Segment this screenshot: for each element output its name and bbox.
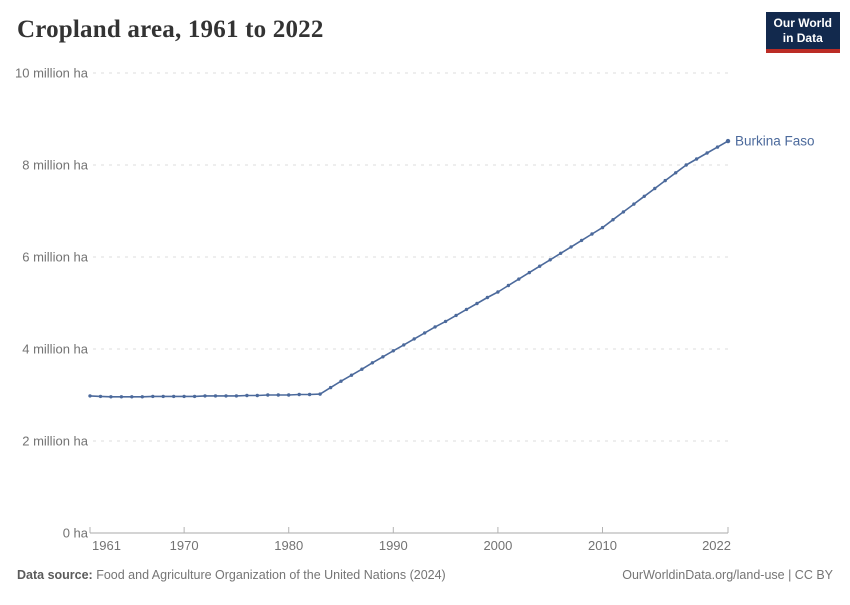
data-point[interactable]	[579, 238, 584, 243]
data-point[interactable]	[98, 394, 103, 399]
data-point[interactable]	[381, 355, 385, 359]
data-point[interactable]	[475, 301, 479, 306]
data-point[interactable]	[485, 295, 490, 300]
data-point[interactable]	[517, 277, 521, 281]
data-point[interactable]	[725, 138, 731, 144]
data-point[interactable]	[423, 331, 427, 335]
x-tick-label: 1990	[379, 538, 408, 553]
data-point[interactable]	[224, 394, 228, 398]
series-line[interactable]	[89, 140, 729, 398]
data-point[interactable]	[88, 394, 92, 398]
data-point[interactable]	[621, 210, 626, 214]
y-tick-label: 6 million ha	[22, 250, 89, 265]
data-point[interactable]	[538, 264, 542, 268]
data-point[interactable]	[715, 145, 720, 149]
data-point[interactable]	[506, 283, 511, 288]
data-point[interactable]	[213, 394, 218, 398]
y-tick-label: 2 million ha	[22, 434, 89, 449]
chart-footer: Data source: Food and Agriculture Organi…	[17, 568, 833, 582]
chart-header: Cropland area, 1961 to 2022 Our World in…	[0, 0, 850, 60]
data-point[interactable]	[109, 395, 113, 399]
data-point[interactable]	[559, 251, 563, 255]
data-point[interactable]	[412, 337, 416, 341]
data-point[interactable]	[339, 379, 343, 383]
data-point[interactable]	[182, 394, 186, 399]
data-point[interactable]	[402, 343, 406, 347]
data-point[interactable]	[705, 151, 709, 155]
entity-label[interactable]: Burkina Faso	[735, 134, 815, 149]
data-point[interactable]	[328, 385, 333, 390]
data-point[interactable]	[255, 393, 259, 398]
data-point[interactable]	[130, 395, 134, 399]
data-point[interactable]	[611, 218, 615, 222]
data-point[interactable]	[391, 349, 395, 353]
data-point[interactable]	[172, 394, 176, 399]
data-point[interactable]	[192, 394, 197, 399]
data-point[interactable]	[600, 225, 605, 230]
data-point[interactable]	[684, 163, 688, 167]
x-tick-label: 2010	[588, 538, 617, 553]
data-point[interactable]	[548, 258, 552, 262]
data-source-note: Data source: Food and Agriculture Organi…	[17, 568, 446, 582]
owid-logo-line2: in Data	[782, 30, 823, 45]
y-tick-label: 10 million ha	[15, 66, 89, 81]
data-point[interactable]	[161, 394, 165, 399]
data-point[interactable]	[119, 395, 124, 399]
data-point[interactable]	[443, 319, 448, 324]
y-tick-label: 4 million ha	[22, 342, 89, 357]
data-point[interactable]	[527, 270, 531, 275]
x-tick-label: 1980	[274, 538, 303, 553]
x-tick-label: 2022	[702, 538, 731, 553]
data-point[interactable]	[307, 392, 312, 397]
data-point[interactable]	[245, 393, 249, 398]
data-point[interactable]	[642, 194, 646, 198]
data-source-label: Data source:	[17, 568, 93, 582]
x-tick-label: 1961	[92, 538, 121, 553]
license-link[interactable]: OurWorldinData.org/land-use | CC BY	[622, 568, 833, 582]
data-point[interactable]	[151, 394, 155, 399]
y-tick-label: 8 million ha	[22, 158, 89, 173]
x-tick-label: 2000	[483, 538, 512, 553]
data-point[interactable]	[318, 392, 322, 396]
data-source-text: Food and Agriculture Organization of the…	[92, 568, 446, 582]
data-point[interactable]	[653, 186, 657, 191]
data-point[interactable]	[663, 178, 667, 183]
data-point[interactable]	[632, 202, 636, 206]
data-point[interactable]	[276, 393, 280, 397]
data-point[interactable]	[297, 392, 301, 397]
x-tick-label: 1970	[170, 538, 199, 553]
data-point[interactable]	[360, 367, 364, 371]
data-point[interactable]	[349, 373, 354, 377]
owid-logo[interactable]: Our World in Data	[765, 12, 840, 54]
data-point[interactable]	[694, 157, 699, 161]
data-point[interactable]	[370, 361, 375, 365]
data-point[interactable]	[140, 395, 144, 399]
data-point[interactable]	[569, 245, 573, 249]
data-point[interactable]	[234, 394, 239, 398]
data-point[interactable]	[203, 394, 207, 398]
page-title: Cropland area, 1961 to 2022	[17, 16, 324, 43]
data-point[interactable]	[464, 307, 469, 312]
y-tick-label: 0 ha	[63, 526, 89, 541]
data-point[interactable]	[266, 393, 270, 397]
data-point[interactable]	[674, 171, 678, 175]
data-point[interactable]	[496, 290, 500, 294]
owid-logo-line1: Our World	[773, 16, 832, 30]
data-point[interactable]	[433, 325, 437, 329]
data-point[interactable]	[454, 313, 458, 318]
data-point[interactable]	[287, 393, 291, 397]
data-point[interactable]	[590, 232, 594, 236]
